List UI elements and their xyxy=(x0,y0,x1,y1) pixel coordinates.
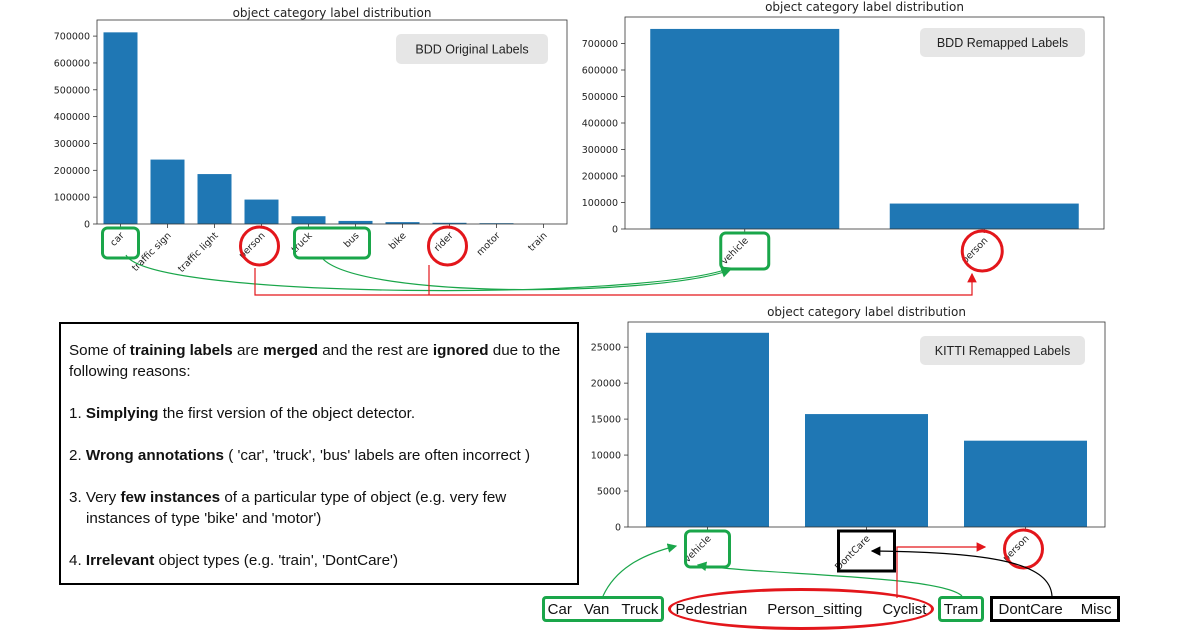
bar-traffic-light xyxy=(197,174,232,224)
y-tick-label: 500000 xyxy=(54,85,90,96)
bar-bike xyxy=(385,222,420,224)
kitti-label-van: Van xyxy=(583,600,610,618)
y-tick-label: 15000 xyxy=(591,415,621,426)
x-tick-label: bus xyxy=(342,230,362,250)
kitti-label-tram: Tram xyxy=(943,600,979,618)
badge-label: BDD Original Labels xyxy=(415,43,528,57)
label-highlight-circle xyxy=(239,225,280,267)
note-intro: Some of training labels are merged and t… xyxy=(69,342,561,380)
kitti-label-misc: Misc xyxy=(1080,600,1112,618)
y-tick-label: 700000 xyxy=(54,32,90,43)
chart-3: object category label distribution 0 5000 1… xyxy=(591,305,1106,573)
kitti-vehicle-group: Car Van Truck xyxy=(542,596,664,622)
plot-frame xyxy=(96,19,568,225)
y-tick-label: 0 xyxy=(612,225,618,236)
y-tick-label: 25000 xyxy=(591,343,621,354)
car-group-to-vehicle-arrow xyxy=(602,543,678,597)
y-tick-label: 700000 xyxy=(582,39,618,50)
bar-person xyxy=(244,199,279,224)
y-tick-label: 500000 xyxy=(582,92,618,103)
y-tick-label: 200000 xyxy=(54,166,90,177)
y-tick-label: 10000 xyxy=(591,451,621,462)
badge-label: KITTI Remapped Labels xyxy=(935,344,1071,358)
kitti-dontcare-group: DontCare Misc xyxy=(990,596,1120,622)
chart-title: object category label distribution xyxy=(233,6,432,20)
y-tick-label: 300000 xyxy=(582,145,618,156)
bar-car xyxy=(103,32,138,225)
bar-bus xyxy=(338,220,373,224)
kitti-label-cyclist: Cyclist xyxy=(882,600,927,618)
chart-badge: BDD Original Labels xyxy=(396,34,548,64)
bar-motor xyxy=(479,223,514,224)
label-highlight-box xyxy=(101,226,140,260)
bar-person xyxy=(889,203,1079,229)
kitti-label-person-sitting: Person_sitting xyxy=(767,600,863,618)
label-highlight-box xyxy=(293,226,371,260)
chart-badge: BDD Remapped Labels xyxy=(920,28,1085,57)
note-reason-1: 1. Simplying the first version of the ob… xyxy=(69,405,416,422)
y-tick-label: 600000 xyxy=(54,58,90,69)
label-highlight-box xyxy=(719,231,771,271)
y-tick-label: 5000 xyxy=(597,487,621,498)
chart-1: object category label distribution 0 10000… xyxy=(54,6,568,275)
x-tick-label: car xyxy=(108,230,126,248)
dontcare-to-dontcare-arrow xyxy=(870,546,1053,597)
label-highlight-box xyxy=(684,529,731,569)
label-highlight-circle xyxy=(1003,528,1044,570)
x-tick-label: bike xyxy=(387,230,409,252)
chart-title: object category label distribution xyxy=(765,0,964,14)
bar-vehicle xyxy=(646,332,769,527)
bar-traffic-sign xyxy=(150,159,185,224)
y-tick-label: 100000 xyxy=(54,193,90,204)
explanation-box: Some of training labels are merged and t… xyxy=(59,322,579,585)
y-tick-label: 20000 xyxy=(591,379,621,390)
charts-layer: object category label distribution 0 10000… xyxy=(54,0,1106,573)
bdd-mapping-arrows xyxy=(125,254,977,296)
kitti-label-truck: Truck xyxy=(621,600,659,618)
cyclist-to-person-arrow xyxy=(896,542,987,598)
badge-background xyxy=(920,336,1085,365)
note-reason-3: 3. Very few instances of a particular ty… xyxy=(69,489,507,527)
y-tick-label: 600000 xyxy=(582,66,618,77)
x-tick-label: vehicle xyxy=(719,235,751,267)
badge-label: BDD Remapped Labels xyxy=(937,36,1068,50)
y-tick-label: 100000 xyxy=(582,198,618,209)
bar-dontcare xyxy=(805,414,928,527)
bar-vehicle xyxy=(650,28,840,229)
y-tick-label: 400000 xyxy=(54,112,90,123)
chart-2: object category label distribution 0 10000… xyxy=(582,0,1105,273)
x-tick-label: motor xyxy=(475,230,503,258)
bar-rider xyxy=(432,222,467,224)
kitti-label-pedestrian: Pedestrian xyxy=(675,600,748,618)
y-tick-label: 0 xyxy=(84,220,90,231)
note-reason-4: 4. Irrelevant object types (e.g. 'train'… xyxy=(69,552,399,569)
tram-to-vehicle-arrow xyxy=(696,561,963,597)
badge-background xyxy=(396,34,548,64)
kitti-person-group: Pedestrian Person_sitting Cyclist xyxy=(668,588,934,630)
label-highlight-circle xyxy=(427,225,468,267)
y-tick-label: 200000 xyxy=(582,172,618,183)
chart-title: object category label distribution xyxy=(767,305,966,319)
truck-bus-to-vehicle-arrow xyxy=(321,257,732,291)
bar-person xyxy=(964,440,1087,527)
badge-background xyxy=(920,28,1085,57)
note-reason-2: 2. Wrong annotations ( 'car', 'truck', '… xyxy=(69,447,531,464)
car-to-vehicle-arrow xyxy=(125,254,732,292)
y-tick-label: 300000 xyxy=(54,139,90,150)
person-rider-to-person-arrow xyxy=(254,268,977,296)
chart-badge: KITTI Remapped Labels xyxy=(920,336,1085,365)
y-tick-label: 400000 xyxy=(582,119,618,130)
x-tick-label: train xyxy=(526,230,549,253)
label-highlight-circle xyxy=(960,229,1004,273)
x-tick-label: traffic light xyxy=(176,230,221,275)
kitti-label-dontcare: DontCare xyxy=(998,600,1063,618)
kitti-tram-box: Tram xyxy=(938,596,984,622)
kitti-label-car: Car xyxy=(547,600,572,618)
kitti-mapping-arrows xyxy=(602,542,1053,598)
x-tick-label: rider xyxy=(432,230,456,254)
y-tick-label: 0 xyxy=(615,523,621,534)
bar-truck xyxy=(291,216,326,224)
x-tick-label: traffic sign xyxy=(130,230,174,274)
